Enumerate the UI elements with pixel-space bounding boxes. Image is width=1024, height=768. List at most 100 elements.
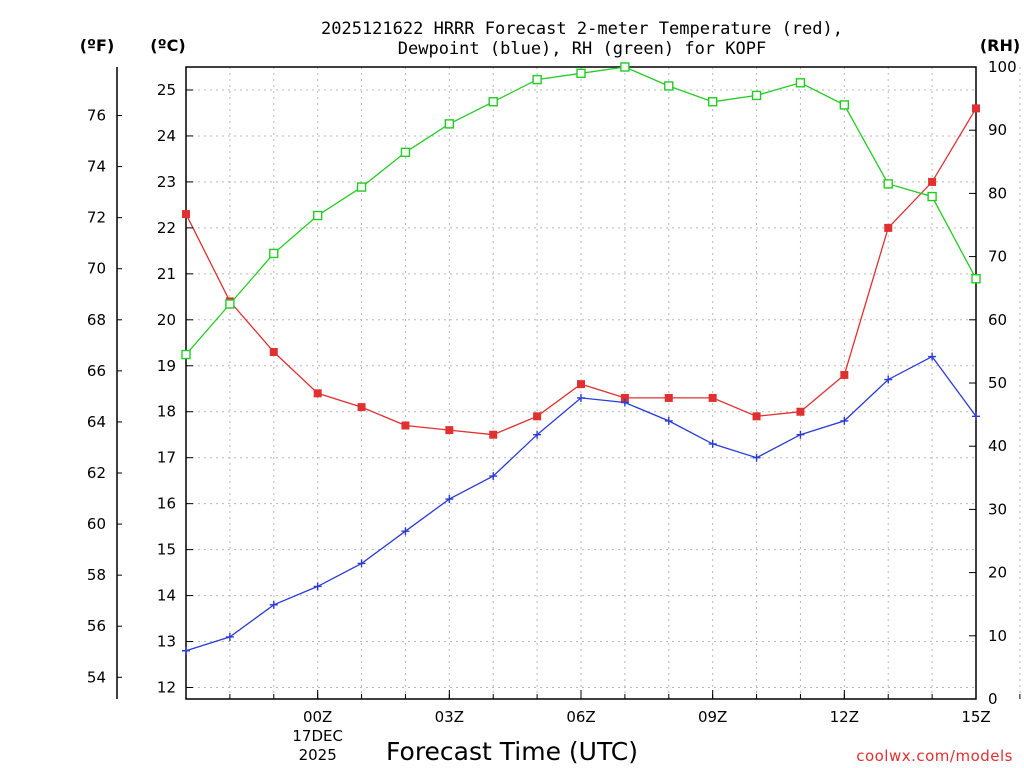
- rh-point: [225, 299, 235, 309]
- rh-tick-label: 30: [988, 500, 1007, 518]
- dewpoint-point: [928, 352, 937, 361]
- celsius-tick-label: 25: [157, 81, 176, 99]
- rh-point: [269, 248, 279, 259]
- fahrenheit-unit-label: (ºF): [80, 36, 115, 55]
- temperature-point: [708, 393, 717, 402]
- rh-point: [620, 62, 630, 72]
- rh-point: [444, 119, 455, 129]
- rh-point: [576, 68, 586, 79]
- rh-point: [664, 81, 674, 91]
- dewpoint-point: [269, 600, 278, 609]
- fahrenheit-tick-label: 76: [87, 107, 106, 125]
- temperature-point: [928, 177, 937, 186]
- rh-point: [707, 97, 718, 107]
- fahrenheit-tick-label: 74: [87, 158, 106, 176]
- rh-unit-label: (RH): [980, 36, 1020, 55]
- fahrenheit-tick-label: 68: [87, 311, 106, 329]
- fahrenheit-tick-label: 62: [87, 464, 106, 482]
- rh-tick-label: 60: [988, 311, 1007, 329]
- x-tick-label: 12Z: [830, 708, 859, 726]
- temperature-point: [577, 380, 585, 389]
- dewpoint-point: [357, 559, 366, 568]
- temperature-point: [401, 421, 410, 430]
- dewpoint-point: [620, 398, 629, 407]
- temperature-point: [489, 430, 498, 439]
- rh-point: [356, 182, 367, 192]
- celsius-tick-label: 20: [157, 311, 176, 329]
- celsius-tick-label: 18: [157, 403, 176, 421]
- rh-tick-label: 80: [988, 184, 1007, 202]
- fahrenheit-tick-label: 64: [87, 413, 106, 431]
- dewpoint-point: [445, 495, 454, 504]
- axis-layer: 12 13 14 15 16 17 18 19 20 21 22 23 24 25 54 56 58 60 62 64…: [87, 58, 1021, 764]
- celsius-tick-label: 24: [157, 127, 176, 145]
- rh-tick-label: 90: [988, 121, 1007, 139]
- dewpoint-point: [533, 430, 542, 439]
- celsius-tick-label: 15: [157, 541, 176, 559]
- x-tick-date-label: 17DEC: [292, 727, 343, 745]
- fahrenheit-tick-label: 70: [87, 260, 106, 278]
- credit-text: coolwx.com/models: [856, 747, 1013, 765]
- rh-point: [839, 100, 850, 110]
- temperature-point: [972, 104, 980, 113]
- grid-lines: [185, 67, 1021, 699]
- fahrenheit-tick-label: 60: [87, 515, 106, 533]
- dewpoint-point: [972, 412, 980, 421]
- dewpoint-point: [489, 472, 498, 481]
- rh-point: [971, 274, 981, 284]
- rh-point: [181, 349, 191, 360]
- rh-tick-label: 20: [988, 564, 1007, 582]
- celsius-tick-label: 16: [157, 495, 176, 513]
- fahrenheit-tick-label: 66: [87, 362, 106, 380]
- rh-point: [883, 179, 893, 189]
- rh-tick-label: 50: [988, 374, 1007, 392]
- temperature-point: [182, 210, 190, 219]
- series-layer: [181, 62, 981, 655]
- rh-tick-label: 0: [988, 690, 998, 708]
- celsius-tick-label: 23: [157, 173, 176, 191]
- temperature-point: [752, 412, 761, 421]
- dewpoint-point: [313, 582, 322, 591]
- x-tick-year-label: 2025: [299, 746, 337, 764]
- dewpoint-point: [752, 453, 761, 462]
- temperature-point: [884, 223, 893, 232]
- dewpoint-point: [840, 416, 849, 425]
- dewpoint-point: [182, 646, 190, 655]
- dewpoint-point: [708, 439, 717, 448]
- rh-point: [795, 78, 806, 88]
- dewpoint-point: [884, 375, 893, 384]
- celsius-tick-label: 17: [157, 449, 176, 467]
- celsius-tick-label: 13: [157, 633, 176, 651]
- fahrenheit-tick-label: 56: [87, 617, 106, 635]
- temperature-point: [620, 393, 629, 402]
- rh-point: [400, 147, 411, 158]
- celsius-tick-label: 14: [157, 587, 176, 605]
- dewpoint-point: [225, 632, 234, 641]
- temperature-point: [664, 393, 673, 402]
- fahrenheit-tick-label: 54: [87, 668, 106, 686]
- fahrenheit-tick-label: 72: [87, 209, 106, 227]
- temperature-point: [445, 426, 454, 435]
- celsius-tick-label: 21: [157, 265, 176, 283]
- x-tick-label: 09Z: [698, 708, 727, 726]
- celsius-unit-label: (ºC): [150, 36, 185, 55]
- celsius-tick-label: 22: [157, 219, 176, 237]
- fahrenheit-tick-label: 58: [87, 566, 106, 584]
- temperature-point: [533, 412, 542, 421]
- x-tick-label: 03Z: [435, 708, 464, 726]
- chart-title-line1: 2025121622 HRRR Forecast 2-meter Tempera…: [321, 19, 843, 39]
- rh-point: [927, 191, 937, 202]
- dewpoint-point: [401, 527, 410, 536]
- temperature-point: [269, 347, 278, 356]
- chart-title-line2: Dewpoint (blue), RH (green) for KOPF: [398, 39, 766, 59]
- dewpoint-point: [796, 430, 805, 439]
- x-tick-label: 00Z: [303, 708, 332, 726]
- temperature-point: [357, 403, 366, 412]
- x-tick-label: 06Z: [566, 708, 595, 726]
- rh-point: [488, 97, 498, 107]
- celsius-tick-label: 19: [157, 357, 176, 375]
- rh-point: [312, 210, 323, 221]
- temperature-point: [796, 407, 805, 416]
- dewpoint-point: [577, 393, 585, 402]
